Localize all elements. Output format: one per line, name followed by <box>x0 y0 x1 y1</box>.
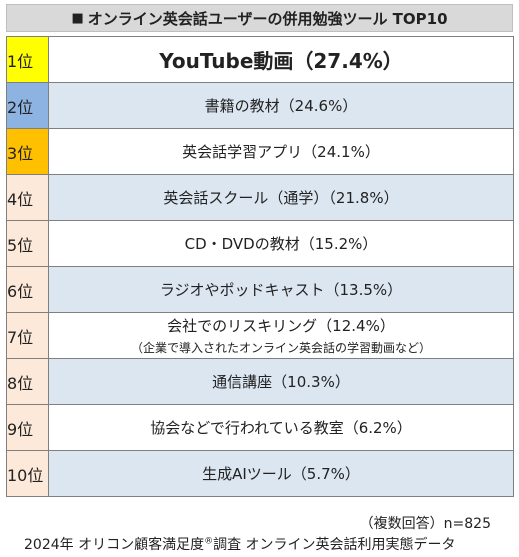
rank-label: 8位 <box>6 358 49 405</box>
item-note: （企業で導入されたオンライン英会話の学習動画など） <box>130 341 431 355</box>
registered-mark: ® <box>204 536 214 547</box>
rank-label: 7位 <box>6 312 49 359</box>
item-label: 書籍の教材（24.6%） <box>204 97 358 115</box>
square-bullet-icon: ■ <box>71 10 84 26</box>
item-cell: 会社でのリスキリング（12.4%） （企業で導入されたオンライン英会話の学習動画な… <box>48 312 514 359</box>
table-row: 7位 会社でのリスキリング（12.4%） （企業で導入されたオンライン英会話の学習動… <box>6 312 514 359</box>
item-cell: 協会などで行われている教室（6.2%） <box>48 404 514 451</box>
source-credit: 2024年 オリコン顧客満足度®調査 オンライン英会話利用実態データ <box>24 534 456 554</box>
item-label: 英会話学習アプリ（24.1%） <box>182 143 380 161</box>
item-cell: 英会話スクール（通学）（21.8%） <box>48 174 514 221</box>
rank-label: 2位 <box>6 82 49 129</box>
item-cell: 書籍の教材（24.6%） <box>48 82 514 129</box>
item-label: 生成AIツール（5.7%） <box>202 465 360 483</box>
item-label: CD・DVDの教材（15.2%） <box>184 235 378 253</box>
table-row: 4位 英会話スクール（通学）（21.8%） <box>6 174 514 221</box>
table-row: 10位 生成AIツール（5.7%） <box>6 450 514 497</box>
table-row: 9位 協会などで行われている教室（6.2%） <box>6 404 514 451</box>
sample-size-note: （複数回答）n=825 <box>359 516 491 532</box>
chart-title: ■ オンライン英会話ユーザーの併用勉強ツール TOP10 <box>6 4 513 32</box>
rank-label: 5位 <box>6 220 49 267</box>
source-text-post: 調査 オンライン英会話利用実態データ <box>213 537 456 553</box>
rank-label: 9位 <box>6 404 49 451</box>
item-cell: 生成AIツール（5.7%） <box>48 450 514 497</box>
rank-label: 1位 <box>6 36 49 83</box>
title-text: オンライン英会話ユーザーの併用勉強ツール TOP10 <box>87 9 448 28</box>
table-row: 5位 CD・DVDの教材（15.2%） <box>6 220 514 267</box>
rank-label: 6位 <box>6 266 49 313</box>
item-cell: CD・DVDの教材（15.2%） <box>48 220 514 267</box>
table-row: 1位 YouTube動画（27.4%） <box>6 36 514 83</box>
item-label: 協会などで行われている教室（6.2%） <box>150 419 412 437</box>
item-cell: 英会話学習アプリ（24.1%） <box>48 128 514 175</box>
item-cell: ラジオやポッドキャスト（13.5%） <box>48 266 514 313</box>
rank-label: 4位 <box>6 174 49 221</box>
item-cell: 通信講座（10.3%） <box>48 358 514 405</box>
rank-label: 10位 <box>6 450 49 497</box>
item-label: 英会話スクール（通学）（21.8%） <box>163 189 399 207</box>
table-row: 6位 ラジオやポッドキャスト（13.5%） <box>6 266 514 313</box>
rank-label: 3位 <box>6 128 49 175</box>
item-label: YouTube動画（27.4%） <box>159 49 403 73</box>
table-row: 8位 通信講座（10.3%） <box>6 358 514 405</box>
source-text-pre: 2024年 オリコン顧客満足度 <box>24 537 205 553</box>
ranking-table: 1位 YouTube動画（27.4%） 2位 書籍の教材（24.6%） 3位 英会話学習ア… <box>6 36 514 497</box>
table-row: 3位 英会話学習アプリ（24.1%） <box>6 128 514 175</box>
item-label: 会社でのリスキリング（12.4%） <box>167 317 395 335</box>
item-cell: YouTube動画（27.4%） <box>48 36 514 83</box>
item-label: ラジオやポッドキャスト（13.5%） <box>159 281 403 299</box>
table-row: 2位 書籍の教材（24.6%） <box>6 82 514 129</box>
item-label: 通信講座（10.3%） <box>212 373 350 391</box>
